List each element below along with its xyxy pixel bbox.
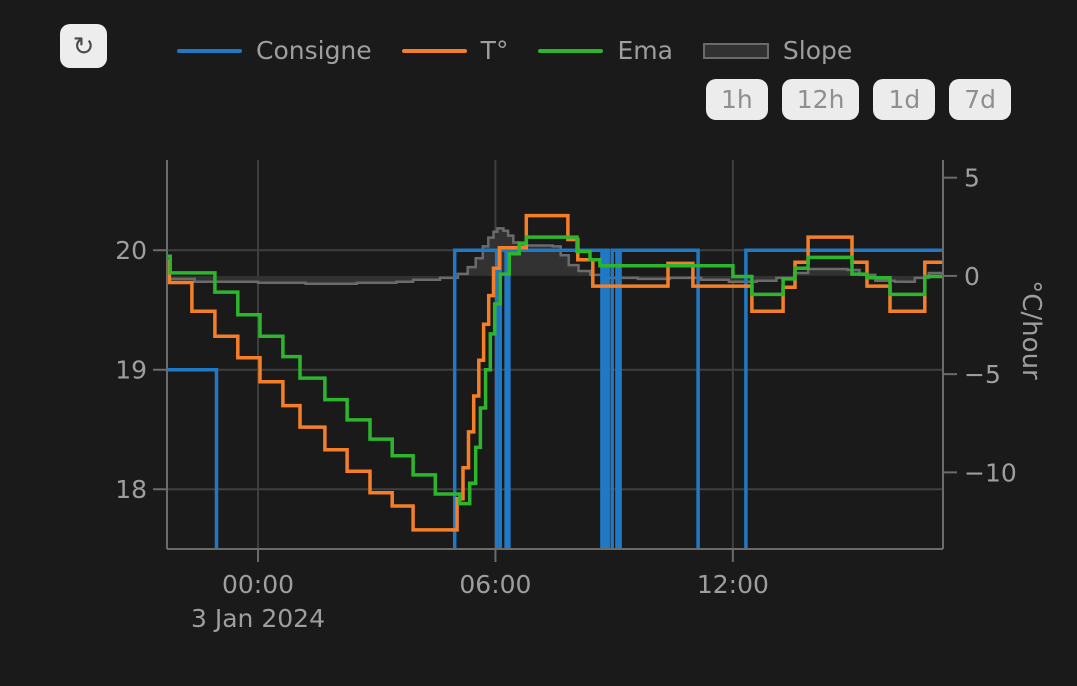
- legend-label-consigne: Consigne: [256, 36, 372, 65]
- y-left-tick-label-19: 19: [115, 356, 147, 385]
- series-line-slope: [167, 227, 943, 286]
- range-buttons: 1h 12h 1d 7d: [706, 79, 1011, 120]
- legend: Consigne T° Ema Slope: [177, 36, 852, 65]
- x-tick-label-12:00: 12:00: [697, 570, 769, 599]
- legend-label-slope: Slope: [782, 36, 853, 65]
- legend-line-swatch-temperature: [401, 48, 467, 53]
- legend-label-temperature: T°: [480, 36, 509, 65]
- legend-item-slope[interactable]: Slope: [702, 36, 853, 65]
- range-button-1h[interactable]: 1h: [706, 79, 768, 120]
- legend-label-ema: Ema: [617, 36, 673, 65]
- series-line-consigne: [167, 248, 943, 549]
- legend-line-swatch-consigne: [177, 48, 242, 53]
- y-right-tick-label-5: 5: [964, 164, 980, 193]
- y-left-tick-label-18: 18: [115, 475, 147, 504]
- x-axis-date-label: 3 Jan 2024: [191, 604, 325, 633]
- plot-hover-region[interactable]: [167, 160, 943, 549]
- legend-item-temperature[interactable]: T°: [401, 36, 509, 65]
- refresh-button[interactable]: ↻: [60, 24, 107, 68]
- legend-item-consigne[interactable]: Consigne: [177, 36, 372, 65]
- series-line-temperature: [167, 213, 943, 532]
- y-right-tick-label-−5: −5: [964, 360, 1001, 389]
- x-tick-label-00:00: 00:00: [222, 570, 294, 599]
- y-right-axis-title: °C/hour: [1016, 280, 1046, 380]
- range-button-12h[interactable]: 12h: [781, 79, 860, 120]
- series-line-ema: [167, 235, 943, 506]
- range-button-7d[interactable]: 7d: [949, 79, 1011, 120]
- x-tick-label-06:00: 06:00: [459, 570, 531, 599]
- range-button-1d[interactable]: 1d: [873, 79, 936, 120]
- y-left-tick-label-20: 20: [115, 236, 147, 265]
- refresh-icon: ↻: [72, 31, 95, 61]
- y-right-tick-label-0: 0: [964, 262, 980, 291]
- legend-line-swatch-ema: [538, 48, 604, 53]
- legend-area-swatch-slope: [702, 42, 769, 59]
- legend-item-ema[interactable]: Ema: [538, 36, 673, 65]
- y-right-tick-label-−10: −10: [964, 458, 1017, 487]
- series-area-slope: [167, 228, 943, 284]
